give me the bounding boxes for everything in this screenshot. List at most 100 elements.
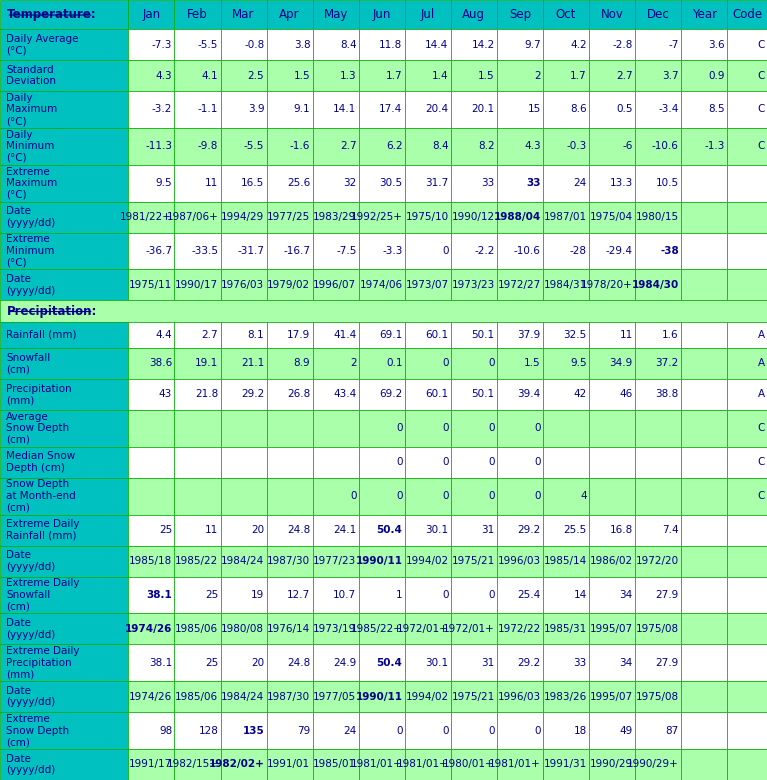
Text: Aug: Aug: [463, 8, 486, 21]
Bar: [221, 681, 267, 712]
Bar: [635, 165, 681, 201]
Text: 1987/30: 1987/30: [267, 556, 311, 566]
Bar: [497, 321, 543, 348]
Bar: [451, 60, 497, 91]
Text: 29.2: 29.2: [241, 389, 265, 399]
Bar: [681, 576, 727, 613]
Text: 1977/25: 1977/25: [267, 212, 311, 222]
Bar: [635, 477, 681, 515]
Bar: [221, 712, 267, 749]
Bar: [727, 515, 767, 545]
Bar: [267, 681, 313, 712]
Bar: [681, 128, 727, 165]
Text: 24.1: 24.1: [333, 525, 357, 535]
Bar: [359, 477, 405, 515]
Bar: [174, 128, 221, 165]
Bar: [128, 348, 174, 379]
Text: Date
(yyyy/dd): Date (yyyy/dd): [6, 753, 56, 775]
Text: 1975/11: 1975/11: [129, 280, 172, 290]
Text: 69.2: 69.2: [379, 389, 403, 399]
Bar: [727, 644, 767, 681]
Text: 34: 34: [620, 658, 633, 668]
Bar: [405, 128, 451, 165]
Text: Rainfall (mm): Rainfall (mm): [6, 330, 77, 340]
Bar: [451, 128, 497, 165]
Text: 1975/21: 1975/21: [451, 556, 495, 566]
Bar: [727, 410, 767, 447]
Bar: [221, 232, 267, 269]
Text: 1991/01: 1991/01: [267, 760, 311, 770]
Bar: [635, 515, 681, 545]
Bar: [727, 545, 767, 576]
Bar: [128, 321, 174, 348]
Text: 24.8: 24.8: [287, 658, 311, 668]
Bar: [681, 681, 727, 712]
Text: 50.1: 50.1: [472, 330, 495, 340]
Text: Extreme
Snow Depth
(cm): Extreme Snow Depth (cm): [6, 714, 70, 747]
Text: C: C: [758, 70, 765, 80]
Bar: [543, 29, 589, 60]
Bar: [497, 0, 543, 29]
Text: 17.4: 17.4: [379, 105, 403, 115]
Bar: [0, 165, 128, 201]
Bar: [267, 29, 313, 60]
Text: 37.9: 37.9: [518, 330, 541, 340]
Bar: [589, 613, 635, 644]
Text: 4: 4: [580, 491, 587, 501]
Text: -7: -7: [668, 40, 679, 50]
Text: 1972/22: 1972/22: [497, 624, 541, 634]
Text: 0.1: 0.1: [386, 358, 403, 368]
Bar: [727, 576, 767, 613]
Bar: [681, 165, 727, 201]
Bar: [681, 269, 727, 300]
Bar: [313, 545, 359, 576]
Text: Snow Depth
at Month-end
(cm): Snow Depth at Month-end (cm): [6, 480, 76, 512]
Text: 1986/02: 1986/02: [590, 556, 633, 566]
Text: 1982/15+: 1982/15+: [166, 760, 219, 770]
Text: 31: 31: [482, 525, 495, 535]
Text: 3.8: 3.8: [294, 40, 311, 50]
Text: 41.4: 41.4: [333, 330, 357, 340]
Bar: [727, 477, 767, 515]
Bar: [451, 477, 497, 515]
Text: 9.1: 9.1: [294, 105, 311, 115]
Bar: [359, 515, 405, 545]
Bar: [497, 644, 543, 681]
Text: Oct: Oct: [556, 8, 576, 21]
Bar: [543, 447, 589, 477]
Text: 43.4: 43.4: [333, 389, 357, 399]
Bar: [174, 60, 221, 91]
Bar: [451, 269, 497, 300]
Bar: [451, 644, 497, 681]
Bar: [174, 232, 221, 269]
Text: 1991/17: 1991/17: [129, 760, 172, 770]
Bar: [313, 0, 359, 29]
Bar: [727, 165, 767, 201]
Bar: [313, 410, 359, 447]
Bar: [221, 613, 267, 644]
Text: 25.6: 25.6: [287, 178, 311, 188]
Text: 128: 128: [199, 725, 219, 736]
Bar: [635, 545, 681, 576]
Bar: [451, 379, 497, 410]
Text: 4.3: 4.3: [524, 141, 541, 151]
Bar: [359, 681, 405, 712]
Bar: [681, 477, 727, 515]
Bar: [174, 749, 221, 780]
Bar: [0, 515, 128, 545]
Bar: [174, 165, 221, 201]
Bar: [267, 91, 313, 128]
Bar: [359, 232, 405, 269]
Text: 1985/31: 1985/31: [544, 624, 587, 634]
Text: Extreme Daily
Precipitation
(mm): Extreme Daily Precipitation (mm): [6, 646, 80, 679]
Text: 1990/17: 1990/17: [175, 280, 219, 290]
Bar: [128, 545, 174, 576]
Text: 10.5: 10.5: [656, 178, 679, 188]
Bar: [451, 749, 497, 780]
Bar: [0, 321, 128, 348]
Text: 25: 25: [159, 525, 172, 535]
Text: 4.3: 4.3: [156, 70, 172, 80]
Bar: [589, 410, 635, 447]
Bar: [313, 165, 359, 201]
Bar: [174, 447, 221, 477]
